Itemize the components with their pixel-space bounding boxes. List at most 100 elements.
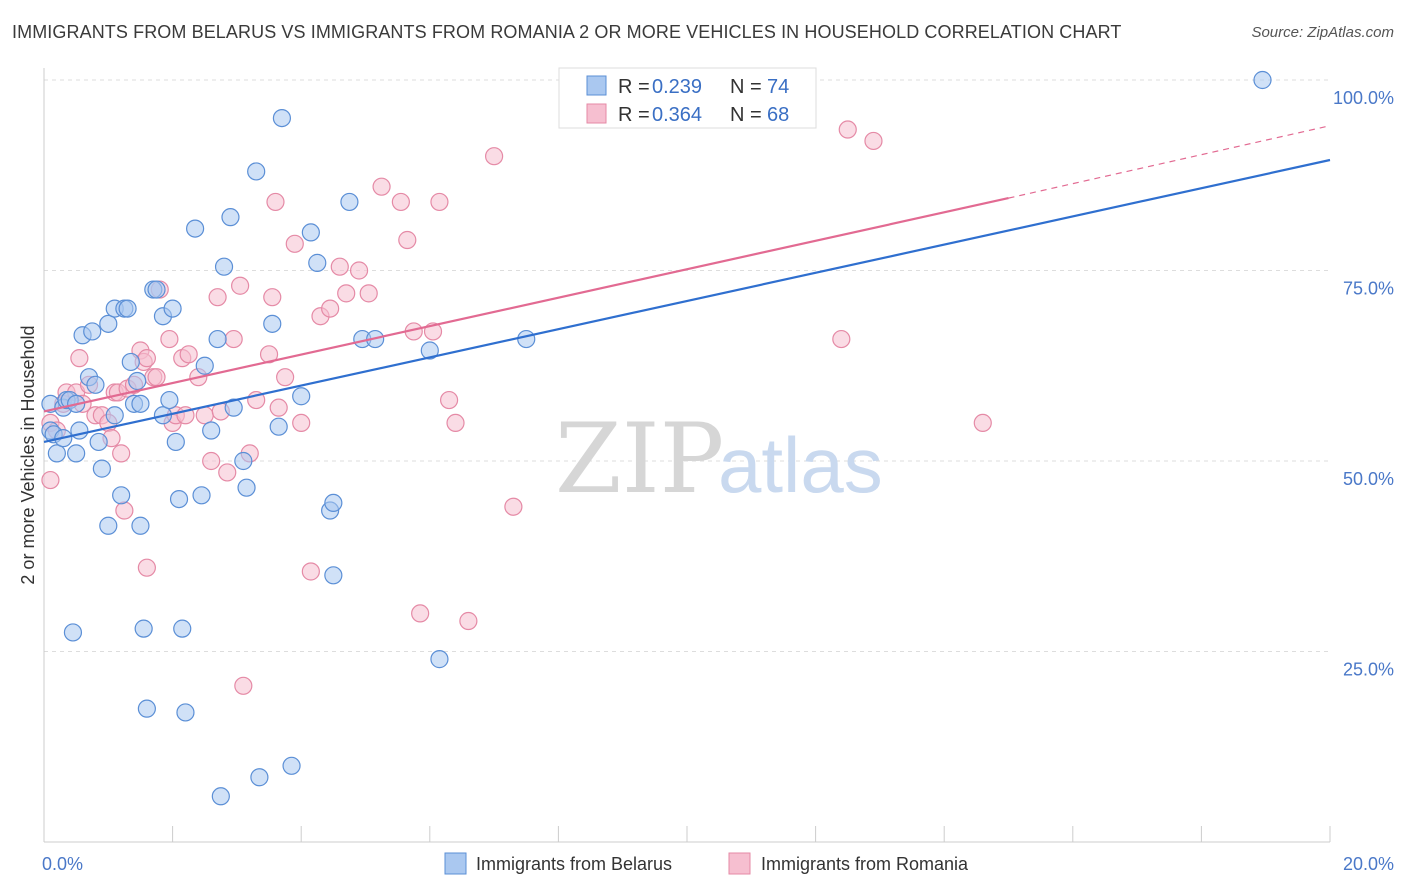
belarus-point-31 — [137, 699, 156, 718]
series-belarus-points — [41, 70, 1272, 806]
romania-point-43 — [259, 345, 279, 364]
romania-point-59 — [398, 230, 417, 250]
romania-point-39 — [231, 276, 250, 295]
watermark: ZIP atlas — [555, 403, 883, 515]
trend-lines — [43, 125, 1331, 444]
belarus-point-41 — [176, 703, 195, 722]
x-ticks — [43, 826, 1331, 842]
belarus-point-56 — [269, 417, 288, 436]
legend-n-value-belarus: 74 — [767, 76, 789, 98]
romania-point-67 — [485, 147, 504, 166]
bottom-legend-label-romania: Immigrants from Romania — [761, 854, 969, 874]
trend-line-romania — [43, 197, 1009, 413]
bottom-legend-label-belarus: Immigrants from Belarus — [476, 854, 672, 874]
belarus-point-33 — [147, 280, 166, 299]
belarus-point-68 — [420, 341, 439, 360]
chart-title: IMMIGRANTS FROM BELARUS VS IMMIGRANTS FR… — [12, 22, 1122, 42]
belarus-point-3 — [47, 444, 66, 463]
romania-point-49 — [292, 413, 311, 432]
romania-point-72 — [864, 131, 883, 151]
belarus-point-52 — [237, 478, 256, 497]
romania-point-48 — [285, 234, 304, 253]
series-romania-points — [41, 70, 992, 695]
romania-point-24 — [147, 368, 166, 387]
belarus-point-25 — [121, 352, 140, 372]
belarus-point-49 — [221, 208, 240, 227]
y-tick-label-75: 75.0% — [1343, 279, 1394, 299]
legend-r-label-romania: R = — [618, 104, 650, 126]
legend-r-value-romania: 0.364 — [652, 104, 702, 126]
legend: R = 0.239 N = 74 R = 0.364 N = 68 — [558, 67, 817, 129]
belarus-point-59 — [292, 387, 311, 406]
x-tick-label-min: 0.0% — [42, 854, 83, 874]
belarus-point-63 — [324, 493, 343, 513]
romania-point-61 — [411, 604, 430, 623]
bottom-legend-swatch-romania — [728, 852, 751, 875]
belarus-point-65 — [340, 192, 359, 212]
romania-point-56 — [359, 284, 378, 303]
romania-point-53 — [330, 257, 349, 276]
romania-point-47 — [276, 368, 295, 387]
belarus-point-17 — [92, 459, 111, 478]
belarus-point-18 — [99, 516, 118, 535]
legend-n-label-romania: N = — [730, 104, 762, 126]
x-tick-label-max: 20.0% — [1343, 854, 1394, 874]
romania-point-71 — [838, 120, 857, 139]
belarus-point-60 — [301, 223, 320, 242]
belarus-point-54 — [250, 768, 269, 787]
belarus-point-51 — [234, 451, 253, 471]
legend-r-label-belarus: R = — [618, 76, 650, 98]
belarus-point-50 — [224, 398, 243, 417]
romania-point-6 — [70, 349, 89, 368]
belarus-point-45 — [202, 421, 221, 440]
romania-point-57 — [372, 177, 391, 196]
belarus-point-29 — [131, 516, 150, 535]
romania-point-65 — [446, 413, 465, 432]
romania-point-52 — [321, 299, 340, 318]
romania-point-33 — [195, 406, 214, 425]
y-tick-label-100: 100.0% — [1333, 88, 1394, 108]
romania-point-63 — [430, 192, 449, 212]
trend-line-belarus — [43, 158, 1331, 444]
romania-point-73 — [973, 413, 992, 432]
romania-point-44 — [263, 288, 282, 307]
belarus-point-69 — [430, 650, 449, 669]
watermark-atlas: atlas — [718, 421, 883, 509]
belarus-point-28 — [131, 394, 150, 413]
romania-point-0 — [41, 470, 60, 490]
x-tick-labels: 0.0% 20.0% — [42, 854, 1394, 874]
romania-point-50 — [301, 562, 320, 581]
y-tick-label-25: 25.0% — [1343, 660, 1394, 680]
romania-point-37 — [218, 463, 237, 482]
belarus-point-37 — [163, 299, 182, 318]
legend-n-value-romania: 68 — [767, 104, 789, 126]
belarus-point-53 — [247, 162, 266, 181]
belarus-point-58 — [282, 756, 301, 775]
belarus-point-71 — [1253, 70, 1272, 90]
belarus-point-21 — [105, 406, 124, 425]
belarus-point-8 — [63, 623, 83, 642]
romania-point-40 — [234, 676, 253, 695]
belarus-point-48 — [214, 257, 234, 276]
bottom-legend-swatch-belarus — [444, 852, 467, 875]
romania-point-45 — [266, 192, 285, 212]
trend-line-romania-extension — [1008, 125, 1331, 199]
belarus-point-9 — [67, 444, 86, 463]
romania-point-58 — [391, 192, 410, 212]
romania-point-54 — [337, 284, 356, 303]
belarus-point-46 — [208, 329, 227, 349]
romania-point-22 — [137, 558, 156, 577]
gridlines — [44, 79, 1330, 652]
romania-point-55 — [349, 261, 369, 280]
y-tick-label-50: 50.0% — [1343, 469, 1394, 489]
source-credit: Source: ZipAtlas.com — [1251, 24, 1394, 41]
belarus-point-30 — [134, 619, 153, 638]
y-tick-labels: 25.0% 50.0% 75.0% 100.0% — [1333, 88, 1394, 680]
belarus-point-64 — [324, 566, 343, 585]
belarus-point-16 — [89, 432, 108, 452]
romania-point-35 — [208, 288, 227, 307]
romania-point-26 — [160, 329, 179, 349]
romania-point-66 — [459, 611, 478, 631]
romania-point-21 — [137, 349, 156, 368]
